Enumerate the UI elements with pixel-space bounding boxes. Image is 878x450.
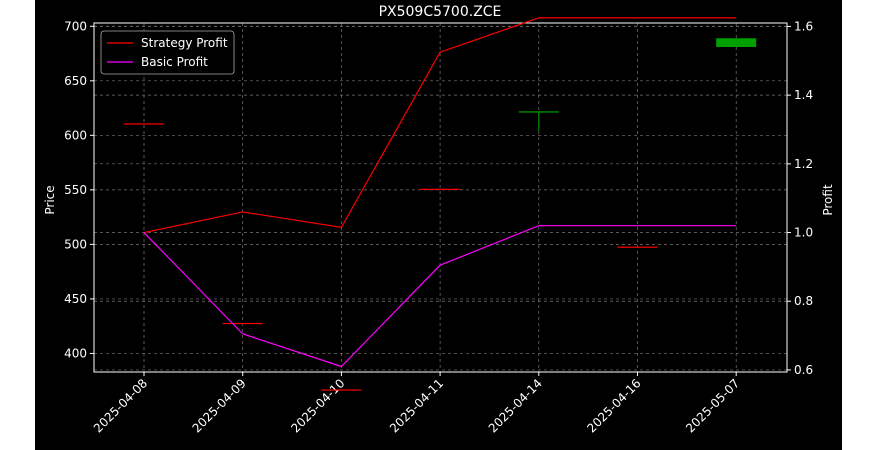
left-tick-label: 450 (64, 292, 87, 306)
candle-body (716, 38, 757, 47)
series-line (143, 17, 737, 234)
y-axis-label-left: Price (43, 185, 57, 214)
chart-figure: 400 450 500 550 600 650 700 0.6 0.8 1.0 1.2 1.4 1.6 2… (35, 0, 842, 450)
x-tick-label: 2025-04-14 (486, 376, 545, 435)
candle-body (617, 246, 658, 248)
left-tick-label: 600 (64, 128, 87, 142)
legend-label: Basic Profit (141, 55, 208, 69)
candle-body (124, 123, 164, 125)
candle-body (222, 322, 263, 325)
y-axis-label-right: Profit (821, 184, 835, 216)
x-tick-label: 2025-04-08 (91, 376, 150, 435)
x-tick-label: 2025-04-11 (387, 376, 446, 435)
x-tick-label: 2025-05-07 (683, 376, 742, 435)
x-tick-label: 2025-04-10 (288, 376, 347, 435)
left-tick-label: 550 (64, 183, 87, 197)
series-line (143, 225, 737, 368)
candle-body (420, 188, 461, 190)
chart-svg: 400 450 500 550 600 650 700 0.6 0.8 1.0 1.2 1.4 1.6 2… (43, 4, 835, 435)
right-tick-label: 1.6 (794, 19, 813, 33)
right-tick-label: 0.8 (794, 294, 813, 308)
right-tick-label: 1.0 (794, 226, 813, 240)
chart-title: PX509C5700.ZCE (379, 4, 502, 20)
candle-body (518, 111, 559, 113)
right-tick-label: 1.4 (794, 88, 813, 102)
left-tick-label: 700 (64, 19, 87, 33)
left-tick-label: 650 (64, 74, 87, 88)
legend-label: Strategy Profit (141, 36, 228, 50)
legend-box (100, 30, 235, 75)
left-tick-label: 400 (64, 346, 87, 360)
left-tick-label: 500 (64, 237, 87, 251)
right-tick-label: 0.6 (794, 363, 813, 377)
x-tick-label: 2025-04-09 (190, 376, 249, 435)
right-tick-label: 1.2 (794, 157, 813, 171)
x-tick-label: 2025-04-16 (584, 376, 643, 435)
plot-frame (93, 22, 788, 373)
candle-body (321, 389, 362, 391)
